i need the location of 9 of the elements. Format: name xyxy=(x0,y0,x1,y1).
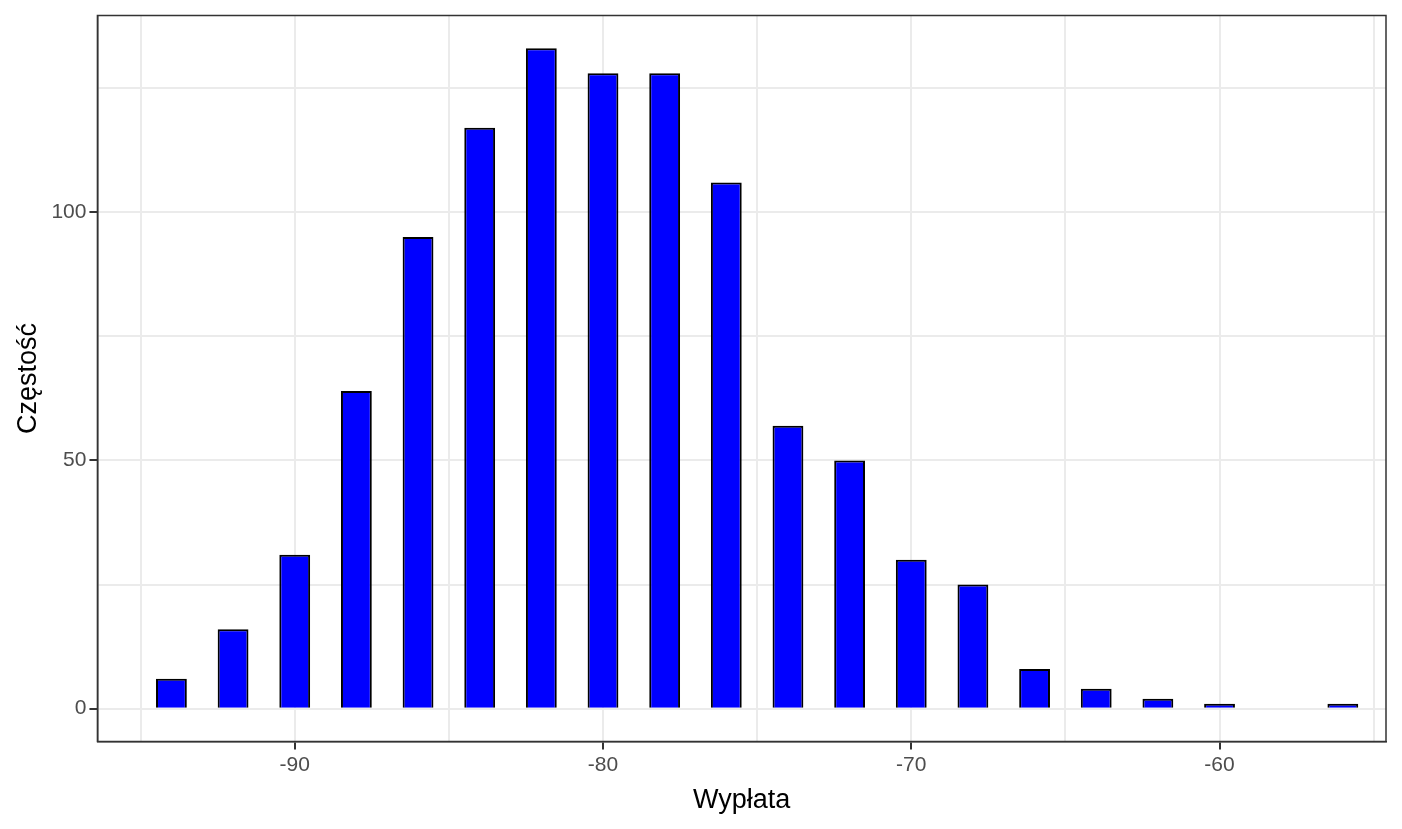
x-tick-label: -60 xyxy=(1204,751,1235,775)
x-tick-label: -70 xyxy=(896,751,927,775)
x-tick-label: -90 xyxy=(279,751,310,775)
y-tick-label: 100 xyxy=(51,198,87,222)
y-tick-label: 0 xyxy=(74,695,87,719)
x-axis-title: Wypłata xyxy=(693,784,792,815)
x-tick-label: -80 xyxy=(587,751,619,775)
y-tick-label: 50 xyxy=(63,447,87,471)
y-axis-title: Częstość xyxy=(11,322,42,435)
